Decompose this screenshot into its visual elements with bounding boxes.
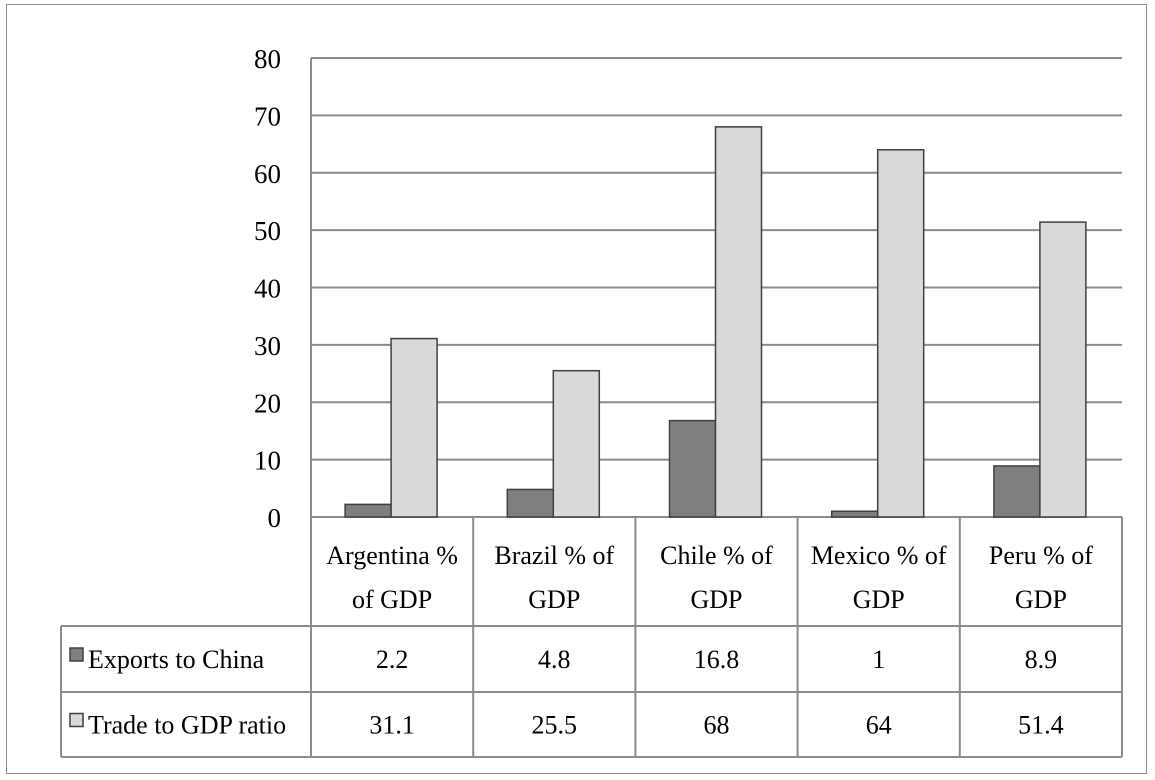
bar-trade-to-gdp-ratio xyxy=(1039,221,1087,518)
y-tick-label: 0 xyxy=(268,503,282,533)
table-cell-value: 51.4 xyxy=(1018,711,1064,740)
category-label: Chile % of xyxy=(660,541,773,570)
category-label: GDP xyxy=(1015,585,1067,614)
table-cell-value: 64 xyxy=(866,711,892,740)
table-cell-value: 1 xyxy=(872,645,885,674)
bar-exports-to-china xyxy=(506,488,555,518)
bar-trade-to-gdp-ratio xyxy=(390,337,438,518)
table-cell-value: 31.1 xyxy=(369,711,415,740)
y-tick-label: 80 xyxy=(254,44,281,74)
data-table: Argentina % of GDP Brazil % of GDP Chile % o… xyxy=(60,517,1123,758)
bars xyxy=(344,126,1087,518)
category-label: GDP xyxy=(690,585,742,614)
bar-chart-with-data-table: 0 10 20 30 40 50 60 70 80 Argentina % of GDP Brazi… xyxy=(60,44,1123,758)
category-label: GDP xyxy=(528,585,580,614)
table-cell-value: 16.8 xyxy=(694,645,740,674)
bar-trade-to-gdp-ratio xyxy=(714,126,763,518)
table-cell-value: 4.8 xyxy=(538,645,571,674)
legend-key-trade-to-gdp-ratio xyxy=(69,712,84,728)
y-tick-label: 60 xyxy=(254,159,281,189)
y-tick-label: 20 xyxy=(254,388,281,418)
y-tick-label: 30 xyxy=(254,331,281,361)
bar-exports-to-china xyxy=(668,419,717,518)
category-label: Mexico % of xyxy=(811,541,947,570)
category-label: Argentina % xyxy=(326,541,458,570)
bar-exports-to-china xyxy=(344,503,392,518)
y-tick-label: 10 xyxy=(254,446,281,476)
table-cell-value: 25.5 xyxy=(532,711,578,740)
y-tick-label: 50 xyxy=(254,216,281,246)
legend-label: Exports to China xyxy=(88,645,265,674)
table-cell-value: 8.9 xyxy=(1025,645,1058,674)
table-cell-value: 68 xyxy=(704,711,730,740)
legend-label: Trade to GDP ratio xyxy=(88,711,286,740)
y-tick-label: 40 xyxy=(254,274,281,304)
table-cell-value: 2.2 xyxy=(376,645,409,674)
category-label: of GDP xyxy=(352,585,432,614)
bar-exports-to-china xyxy=(830,510,879,518)
y-tick-label: 70 xyxy=(254,101,281,131)
bar-exports-to-china xyxy=(993,465,1041,518)
bar-trade-to-gdp-ratio xyxy=(552,369,601,518)
y-axis: 0 10 20 30 40 50 60 70 80 xyxy=(254,44,312,533)
bar-trade-to-gdp-ratio xyxy=(876,149,925,518)
category-label: GDP xyxy=(853,585,905,614)
chart-frame: 0 10 20 30 40 50 60 70 80 Argentina % of GDP Brazi… xyxy=(6,4,1147,774)
category-label: Brazil % of xyxy=(494,541,614,570)
legend-key-exports-to-china xyxy=(69,647,84,662)
category-label: Peru % of xyxy=(989,541,1093,570)
